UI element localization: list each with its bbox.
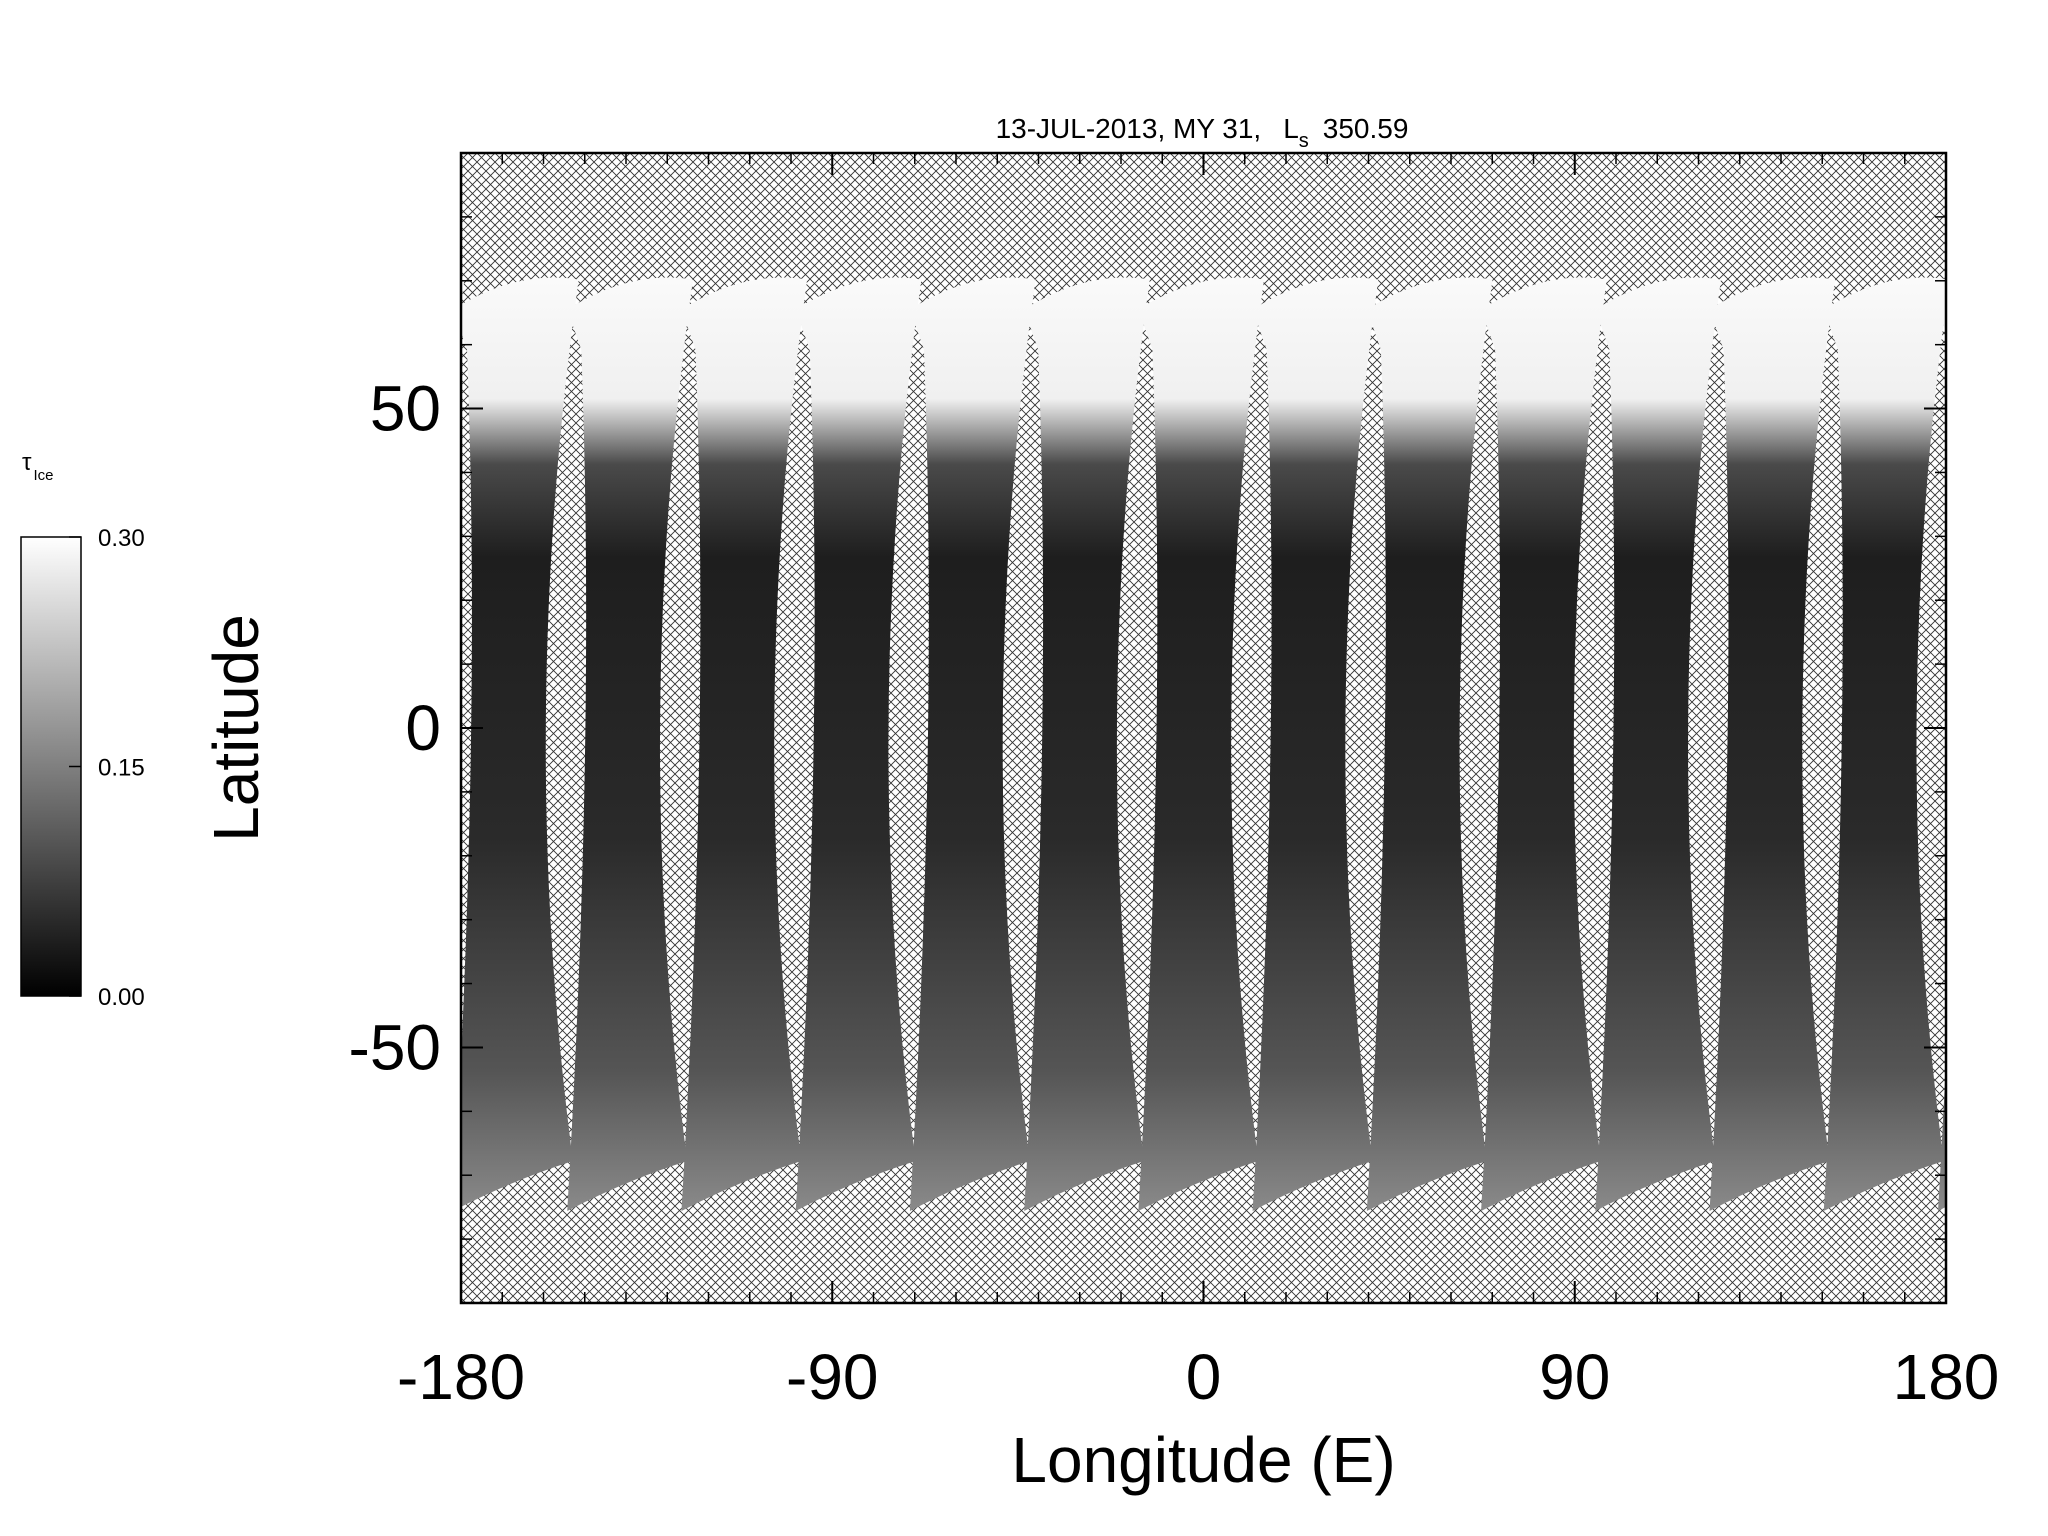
colorbar-label: τ Ice — [22, 449, 54, 484]
swath — [1595, 277, 1721, 1211]
x-tick-label: 0 — [1186, 1341, 1222, 1413]
title-ls-value: 350.59 — [1323, 113, 1409, 144]
swath — [1938, 304, 1946, 1211]
y-tick-label: 50 — [370, 373, 441, 445]
chart-title: 13-JUL-2013, MY 31, Ls 350.59 — [996, 113, 1409, 152]
colorbar-symbol: τ — [22, 449, 32, 476]
swath — [795, 277, 922, 1211]
swath — [681, 277, 808, 1211]
title-ls-sub: s — [1299, 130, 1309, 152]
y-tick-label: -50 — [349, 1011, 442, 1083]
plot-area — [461, 153, 1946, 1303]
y-tick-label: 0 — [405, 692, 441, 764]
title-ls: L — [1283, 113, 1299, 144]
x-tick-label: -180 — [397, 1341, 525, 1413]
colorbar-sub: Ice — [33, 467, 53, 484]
x-tick-label: -90 — [786, 1341, 879, 1413]
colorbar-tick-label: 0.00 — [98, 984, 145, 1011]
swath — [909, 277, 1036, 1211]
colorbar-tick-label: 0.30 — [98, 525, 145, 552]
title-text: 13-JUL-2013, MY 31, — [996, 113, 1262, 144]
swath — [1709, 277, 1836, 1211]
swath — [1366, 277, 1493, 1211]
swath — [1252, 277, 1379, 1211]
swath — [1481, 277, 1607, 1211]
swath — [461, 277, 579, 1207]
swath — [1823, 277, 1946, 1211]
x-tick-label: 90 — [1539, 1341, 1610, 1413]
swath-imagery — [461, 277, 1946, 1211]
swath — [567, 277, 693, 1211]
x-tick-label: 180 — [1893, 1341, 2000, 1413]
y-axis-label: Latitude — [200, 614, 272, 842]
x-axis-label: Longitude (E) — [1011, 1424, 1395, 1496]
swath — [1138, 277, 1265, 1211]
swath — [1024, 277, 1150, 1211]
colorbar-tick-label: 0.15 — [98, 755, 145, 782]
